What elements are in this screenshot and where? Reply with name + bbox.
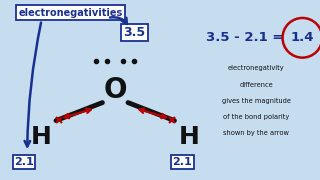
- Text: H: H: [31, 125, 52, 149]
- Text: 2.1: 2.1: [14, 157, 34, 167]
- Text: 3.5: 3.5: [123, 26, 146, 39]
- Text: electronegativity: electronegativity: [228, 65, 284, 71]
- Text: O: O: [103, 76, 127, 104]
- Text: H: H: [178, 125, 199, 149]
- Text: electronegativities: electronegativities: [18, 8, 123, 18]
- Text: 3.5 - 2.1 =: 3.5 - 2.1 =: [206, 31, 288, 44]
- Text: difference: difference: [239, 82, 273, 88]
- Text: shown by the arrow: shown by the arrow: [223, 130, 289, 136]
- Text: 1.4: 1.4: [291, 31, 314, 44]
- Text: gives the magnitude: gives the magnitude: [221, 98, 291, 104]
- Text: of the bond polarity: of the bond polarity: [223, 114, 289, 120]
- Text: 2.1: 2.1: [172, 157, 192, 167]
